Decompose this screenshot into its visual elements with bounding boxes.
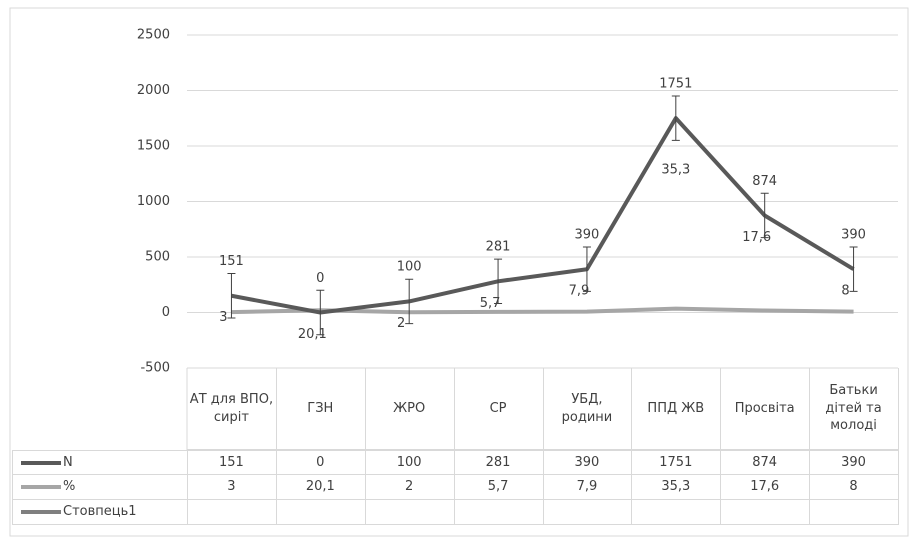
legend-swatch [21,460,61,465]
data-label: 874 [752,174,777,189]
table-cell: 3 [187,475,277,500]
table-cell: 5,7 [453,475,544,500]
table-cell: 0 [275,450,366,475]
table-cell: 1751 [631,450,722,475]
legend-label: N [63,454,73,470]
table-cell: 17,6 [720,475,811,500]
table-cell: 20,1 [275,475,366,500]
error-bar [760,192,769,239]
data-label: 35,3 [661,163,690,178]
table-cell [720,500,811,525]
data-label: 17,6 [742,230,771,245]
error-bar [227,273,236,319]
table-cell [809,500,899,525]
table-cell: 100 [364,450,455,475]
table-header: СР [453,368,544,450]
table-cell: 7,9 [542,475,633,500]
legend-label: % [63,479,76,495]
data-label: 2 [397,316,405,331]
data-label: 8 [841,284,849,299]
table-cell: 874 [720,450,811,475]
table-cell: 281 [453,450,544,475]
table-cell: 35,3 [631,475,722,500]
y-tick-label: 2500 [137,28,170,43]
legend-swatch [21,485,61,489]
data-label: 5,7 [480,296,501,311]
y-tick-label: 0 [162,305,170,320]
table-cell: 390 [542,450,633,475]
error-bar [316,289,325,336]
table-header: Батьки дітей та молоді [809,368,899,450]
y-tick-label: 1500 [137,139,170,154]
error-bar [849,246,858,292]
data-label: 151 [219,254,244,269]
data-label: 390 [841,228,866,243]
data-label: 390 [575,228,600,243]
table-cell: 2 [364,475,455,500]
data-label: 0 [316,271,324,286]
error-bar [494,258,503,305]
legend-item: % [12,475,188,500]
table-cell [453,500,544,525]
table-cell [275,500,366,525]
legend-swatch [21,510,61,514]
table-cell: 151 [187,450,277,475]
y-tick-label: 1000 [137,194,170,209]
table-cell [542,500,633,525]
table-header: ППД ЖВ [631,368,722,450]
data-label: 1751 [659,76,692,91]
y-tick-label: 500 [145,250,170,265]
y-tick-label: -500 [140,361,170,376]
table-cell: 390 [809,450,899,475]
table-cell [631,500,722,525]
table-cell [364,500,455,525]
table-cell: 8 [809,475,899,500]
table-header: ГЗН [275,368,366,450]
data-label: 20,1 [298,327,327,342]
data-label: 281 [486,240,511,255]
error-bar [671,95,680,141]
data-label: 3 [219,310,227,325]
y-tick-label: 2000 [137,83,170,98]
table-header: УБД, родини [542,368,633,450]
error-bar [405,278,414,325]
table-header: Просвіта [720,368,811,450]
chart-border [9,7,909,537]
table-header: АТ для ВПО, сиріт [187,368,277,450]
table-cell [187,500,277,525]
data-label: 7,9 [569,284,590,299]
table-header: ЖРО [364,368,455,450]
line-series [231,116,855,315]
error-bar [582,246,591,292]
legend-label: Стовпець1 [63,504,137,520]
data-label: 100 [397,260,422,275]
legend-item: Стовпець1 [12,500,188,525]
legend-item: N [12,450,188,475]
